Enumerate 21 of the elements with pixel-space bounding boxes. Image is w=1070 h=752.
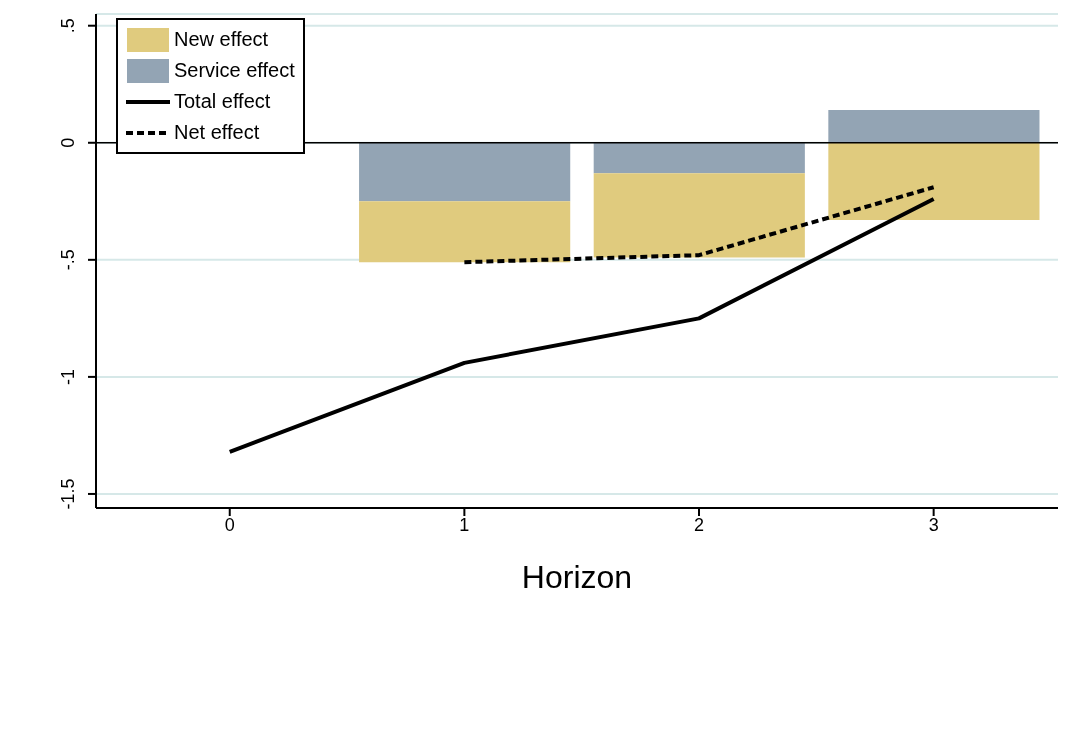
bar bbox=[593, 173, 805, 258]
x-tick-label: 3 bbox=[928, 514, 939, 535]
y-tick-label: 0 bbox=[58, 137, 78, 148]
bar bbox=[593, 142, 805, 174]
bar bbox=[359, 142, 571, 202]
x-tick-label: 0 bbox=[224, 514, 235, 535]
y-tick-label: -.5 bbox=[58, 249, 78, 271]
y-tick-label: .5 bbox=[58, 18, 78, 34]
bar bbox=[828, 142, 1040, 221]
legend-label: Service effect bbox=[174, 59, 295, 82]
x-tick-label: 2 bbox=[694, 514, 705, 535]
legend-label: New effect bbox=[174, 28, 269, 51]
legend-label: Net effect bbox=[174, 121, 260, 144]
y-tick-label: -1.5 bbox=[58, 478, 78, 510]
y-tick-label: -1 bbox=[58, 368, 78, 385]
bar bbox=[828, 109, 1040, 143]
bar bbox=[359, 201, 571, 263]
line-series bbox=[227, 196, 936, 454]
x-tick-label: 1 bbox=[459, 514, 470, 535]
legend-label: Total effect bbox=[174, 90, 271, 113]
x-axis-title: Horizon bbox=[521, 559, 633, 595]
